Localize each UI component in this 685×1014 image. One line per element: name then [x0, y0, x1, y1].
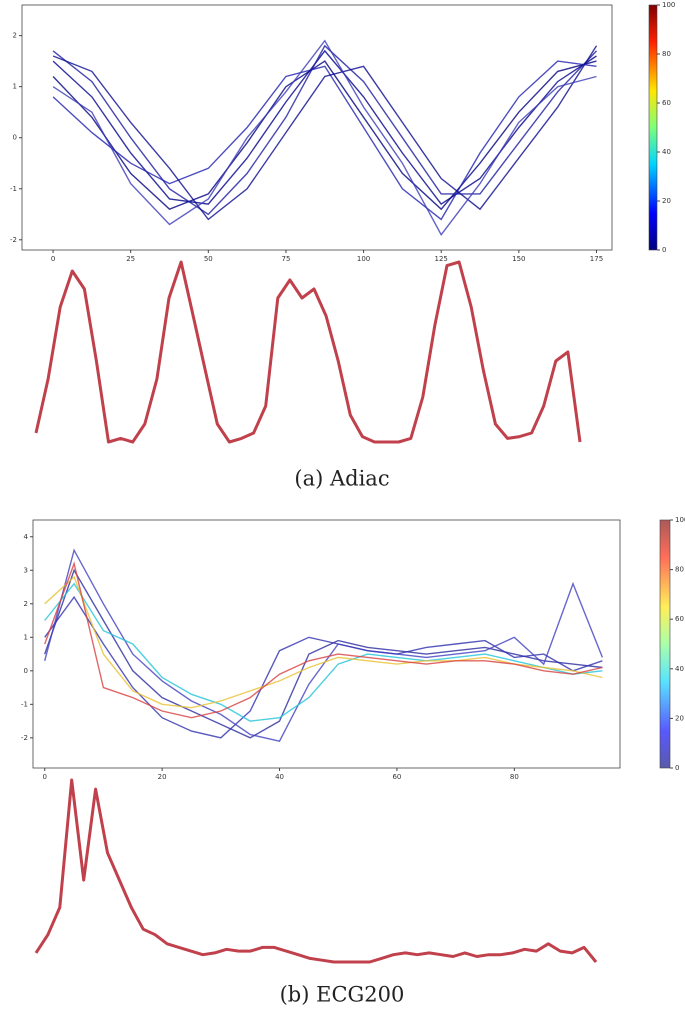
- colorbar: [659, 519, 671, 769]
- y-tick-label: 0: [24, 667, 28, 675]
- x-tick-label: 0: [51, 255, 55, 263]
- x-tick-label: 60: [392, 773, 401, 781]
- plot-frame: [32, 519, 621, 769]
- colorbar-tick-label: 0: [662, 246, 666, 254]
- colorbar-tick-label: 80: [662, 50, 671, 58]
- x-tick-label: 80: [510, 773, 519, 781]
- importance-curve: [34, 260, 582, 444]
- y-tick-label: -2: [21, 734, 28, 742]
- x-tick-label: 75: [281, 255, 290, 263]
- y-tick-label: 4: [24, 533, 29, 541]
- x-tick-label: 175: [590, 255, 603, 263]
- series-line: [52, 60, 597, 211]
- series-line: [52, 60, 597, 221]
- importance-curve: [34, 778, 598, 964]
- x-tick-label: 125: [435, 255, 448, 263]
- colorbar-tick-label: 20: [675, 714, 684, 722]
- series-line: [52, 49, 597, 206]
- series-line: [44, 582, 603, 722]
- series-line: [44, 561, 603, 719]
- y-tick-label: 2: [13, 32, 17, 40]
- x-tick-label: 100: [357, 255, 370, 263]
- series-line: [52, 45, 598, 221]
- colorbar: [648, 4, 658, 251]
- y-tick-label: 1: [13, 83, 17, 91]
- colorbar-tick-label: 40: [662, 148, 671, 156]
- y-tick-label: -1: [21, 700, 28, 708]
- x-tick-label: 150: [512, 255, 525, 263]
- colorbar-tick-label: 0: [675, 764, 679, 772]
- y-tick-label: -2: [10, 236, 17, 244]
- plot-frame: [21, 4, 613, 251]
- series-line: [52, 39, 597, 236]
- x-tick-label: 40: [275, 773, 284, 781]
- colorbar-tick-label: 80: [675, 566, 684, 574]
- y-tick-label: 0: [13, 134, 17, 142]
- colorbar-tick-label: 60: [662, 99, 671, 107]
- x-tick-label: 50: [204, 255, 213, 263]
- colorbar-tick-label: 100: [662, 1, 675, 9]
- x-tick-label: 20: [158, 773, 167, 781]
- series-line: [44, 595, 603, 739]
- x-tick-label: 25: [126, 255, 135, 263]
- colorbar-tick-label: 20: [662, 197, 671, 205]
- colorbar-tick-label: 100: [675, 516, 685, 524]
- x-tick-label: 0: [43, 773, 47, 781]
- y-tick-label: 2: [24, 600, 28, 608]
- colorbar-tick-label: 40: [675, 665, 684, 673]
- series-line: [52, 44, 598, 216]
- caption: (b) ECG200: [280, 983, 405, 1007]
- y-tick-label: -1: [10, 185, 17, 193]
- series-line: [44, 568, 603, 739]
- caption: (a) Adiac: [294, 467, 389, 491]
- colorbar-tick-label: 60: [675, 615, 684, 623]
- y-tick-label: 3: [24, 566, 28, 574]
- y-tick-label: 1: [24, 633, 28, 641]
- series-line: [44, 548, 604, 743]
